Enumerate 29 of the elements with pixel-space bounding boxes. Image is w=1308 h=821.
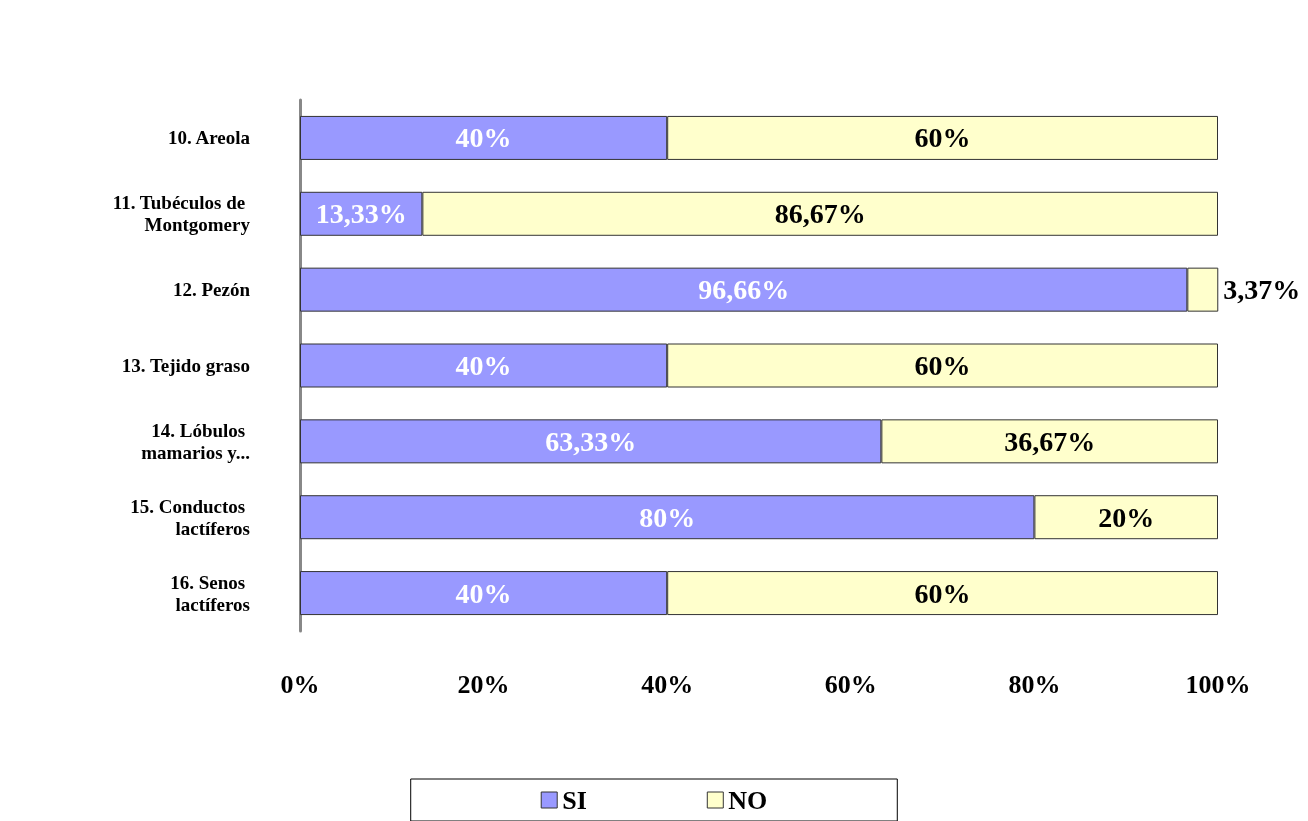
y-tick-label: 13. Tejido graso bbox=[121, 355, 250, 376]
data-label: 96,66% bbox=[698, 274, 790, 306]
data-label: 63,33% bbox=[545, 425, 637, 457]
y-tick-label: 10. Areola bbox=[168, 127, 251, 149]
x-tick-label: 0% bbox=[280, 669, 320, 699]
y-tick-label: 15. Conductos lactíferos bbox=[130, 495, 250, 539]
y-tick-label: 11. Tubéculos de Montgomery bbox=[112, 192, 251, 236]
y-tick-label: 14. Lóbulos mamarios y... bbox=[141, 419, 250, 463]
y-tick-label: 12. Pezón bbox=[172, 279, 251, 301]
y-tick-label: 16. Senos lactíferos bbox=[170, 571, 250, 615]
data-label: 40% bbox=[455, 122, 512, 154]
legend-label: NO bbox=[728, 785, 768, 815]
data-label: 36,67% bbox=[1004, 425, 1096, 457]
data-label: 20% bbox=[1098, 501, 1155, 533]
x-tick-label: 40% bbox=[641, 669, 694, 699]
x-tick-label: 80% bbox=[1008, 669, 1061, 699]
x-tick-label: 20% bbox=[457, 669, 510, 699]
x-tick-label: 100% bbox=[1185, 669, 1251, 699]
data-label: 60% bbox=[914, 577, 971, 609]
data-label: 80% bbox=[639, 501, 696, 533]
data-label: 60% bbox=[914, 350, 971, 381]
data-label: 13,33% bbox=[315, 198, 407, 230]
data-label: 86,67% bbox=[774, 198, 866, 230]
x-tick-label: 60% bbox=[824, 669, 877, 699]
data-label: 40% bbox=[455, 350, 512, 381]
data-label: 60% bbox=[914, 122, 971, 154]
data-label: 3,37% bbox=[1223, 274, 1301, 306]
legend-label: SI bbox=[562, 785, 587, 815]
data-label: 40% bbox=[455, 577, 512, 609]
